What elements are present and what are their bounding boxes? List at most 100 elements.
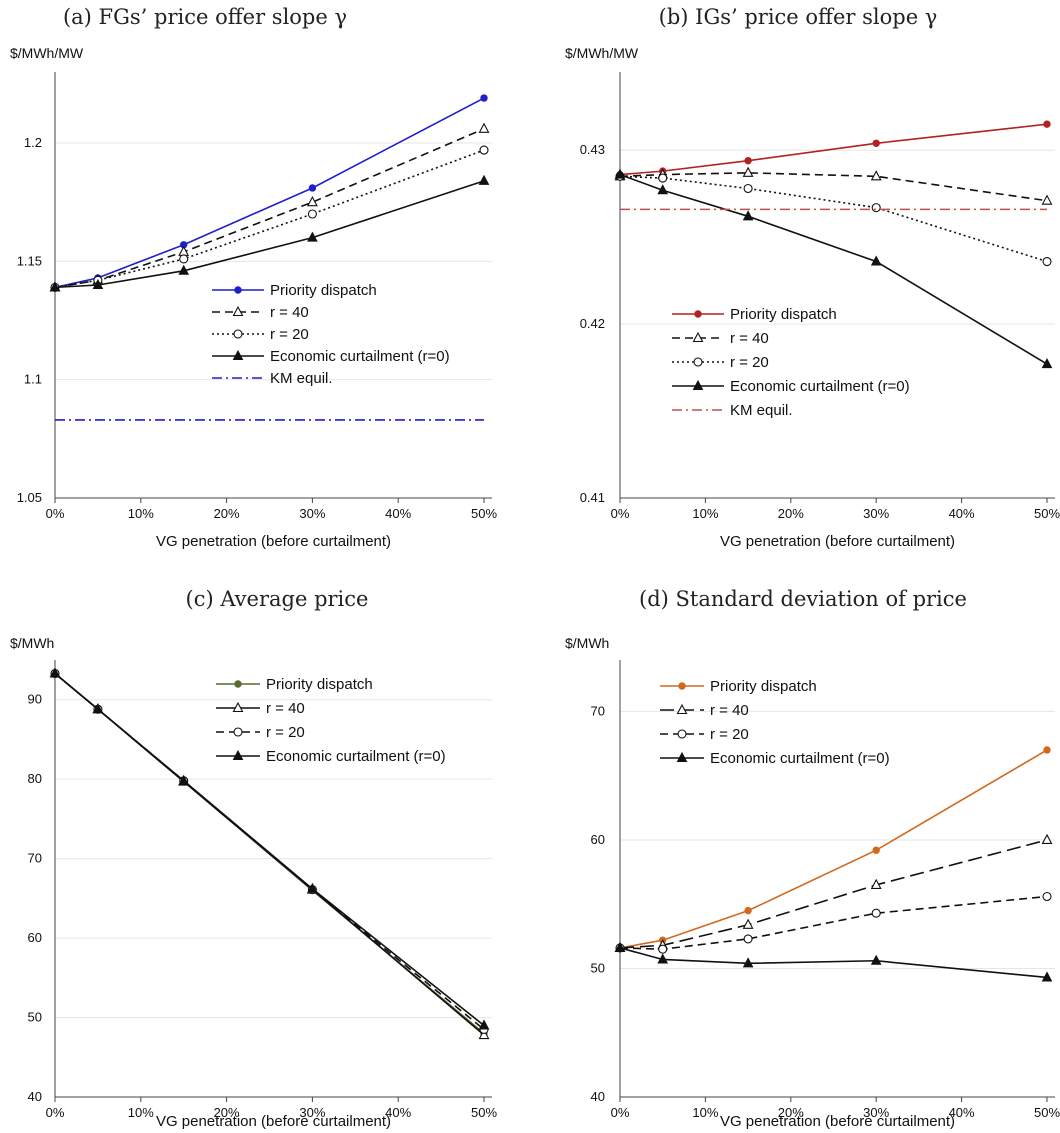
legend-label: Economic curtailment (r=0) bbox=[270, 348, 450, 365]
data-point bbox=[872, 846, 880, 854]
data-point bbox=[306, 195, 318, 207]
data-point bbox=[871, 908, 881, 918]
series-r-40 bbox=[614, 166, 1053, 205]
data-point bbox=[1041, 194, 1053, 205]
data-point bbox=[742, 918, 754, 929]
legend-marker bbox=[693, 357, 703, 367]
data-point bbox=[92, 703, 104, 714]
x-axis-title: VG penetration (before curtailment) bbox=[156, 1113, 391, 1130]
x-tick-label: 50% bbox=[471, 1105, 497, 1120]
chart-panel-1: (b) IGs’ price offer slope γ $/MWh/MW 0.41… bbox=[565, 5, 1060, 550]
chart-title: (d) Standard deviation of price bbox=[639, 587, 967, 611]
legend-marker bbox=[676, 703, 688, 715]
y-tick-label: 40 bbox=[591, 1089, 605, 1104]
x-tick-label: 0% bbox=[46, 506, 65, 521]
y-tick-label: 50 bbox=[591, 960, 605, 975]
legend-label: r = 40 bbox=[270, 304, 309, 321]
x-tick-label: 40% bbox=[949, 1105, 975, 1120]
x-tick-label: 0% bbox=[611, 506, 630, 521]
legend-marker bbox=[692, 379, 704, 390]
y-tick-label: 0.42 bbox=[580, 316, 605, 331]
data-point bbox=[178, 774, 190, 785]
legend-label: Priority dispatch bbox=[266, 676, 373, 693]
y-tick-label: 0.43 bbox=[580, 142, 605, 157]
x-tick-label: 50% bbox=[471, 506, 497, 521]
data-point bbox=[1041, 971, 1053, 982]
legend-label: KM equil. bbox=[730, 402, 793, 419]
legend-label: r = 20 bbox=[730, 354, 769, 371]
data-point bbox=[658, 173, 668, 183]
legend-marker bbox=[234, 286, 242, 294]
data-point bbox=[744, 906, 752, 915]
data-point bbox=[657, 184, 669, 195]
data-point bbox=[743, 934, 753, 944]
data-point bbox=[1042, 256, 1052, 267]
series-priority-dispatch bbox=[616, 746, 1051, 952]
x-tick-label: 40% bbox=[949, 506, 975, 521]
data-point bbox=[478, 174, 490, 185]
x-tick-label: 10% bbox=[692, 506, 718, 521]
legend-marker bbox=[677, 729, 687, 739]
series-line bbox=[54, 128, 485, 289]
y-axis-unit-label: $/MWh/MW bbox=[10, 45, 84, 61]
data-point bbox=[92, 278, 104, 289]
data-point bbox=[743, 183, 753, 194]
data-point bbox=[49, 281, 61, 292]
series-line bbox=[619, 895, 1048, 950]
y-tick-label: 80 bbox=[28, 771, 42, 786]
x-tick-label: 50% bbox=[1034, 1105, 1060, 1120]
data-point bbox=[742, 210, 754, 221]
data-point bbox=[308, 184, 317, 192]
data-point bbox=[742, 957, 754, 968]
series-economic-curtailment-r-0- bbox=[49, 667, 490, 1030]
data-point bbox=[870, 878, 882, 889]
y-tick-label: 70 bbox=[28, 851, 42, 866]
data-point bbox=[479, 145, 489, 155]
series-line bbox=[619, 839, 1048, 949]
legend-label: Priority dispatch bbox=[730, 306, 837, 323]
legend: Priority dispatch r = 40 r = 20 Economic cu… bbox=[660, 678, 890, 767]
legend-label: Priority dispatch bbox=[710, 678, 817, 695]
data-point bbox=[872, 139, 880, 147]
data-point bbox=[871, 203, 881, 213]
x-tick-label: 40% bbox=[385, 1105, 411, 1120]
chart-title: (b) IGs’ price offer slope γ bbox=[659, 5, 938, 29]
data-point bbox=[307, 882, 318, 893]
data-point bbox=[1042, 891, 1052, 902]
legend-label: Economic curtailment (r=0) bbox=[710, 750, 890, 767]
legend-marker bbox=[233, 329, 243, 339]
data-point bbox=[742, 166, 754, 177]
chart-panel-3: (d) Standard deviation of price $/MWh 40 50… bbox=[565, 587, 1060, 1130]
x-axis-title: VG penetration (before curtailment) bbox=[720, 1113, 955, 1130]
chart-title: (c) Average price bbox=[186, 587, 369, 611]
y-tick-label: 50 bbox=[28, 1010, 42, 1025]
legend-label: Economic curtailment (r=0) bbox=[730, 378, 910, 395]
legend-marker bbox=[232, 305, 244, 317]
x-tick-label: 0% bbox=[611, 1105, 630, 1120]
y-axis-unit-label: $/MWh/MW bbox=[565, 45, 639, 61]
legend-marker bbox=[234, 680, 242, 688]
data-point bbox=[178, 264, 190, 275]
data-point bbox=[870, 954, 882, 965]
data-point bbox=[614, 941, 626, 952]
legend-label: r = 40 bbox=[730, 330, 769, 347]
x-tick-label: 0% bbox=[46, 1105, 65, 1120]
x-axis-title: VG penetration (before curtailment) bbox=[156, 533, 391, 550]
x-tick-label: 30% bbox=[863, 506, 889, 521]
series-r-20 bbox=[615, 891, 1052, 954]
x-tick-label: 30% bbox=[863, 1105, 889, 1120]
series-economic-curtailment-r-0- bbox=[614, 941, 1053, 982]
y-tick-label: 1.1 bbox=[24, 372, 42, 387]
data-point bbox=[478, 1019, 490, 1030]
legend: Priority dispatch r = 40 r = 20 Economic cu… bbox=[672, 306, 910, 419]
y-tick-label: 70 bbox=[591, 703, 605, 718]
x-tick-label: 20% bbox=[778, 1105, 804, 1120]
data-point bbox=[478, 1028, 490, 1040]
x-tick-label: 30% bbox=[299, 1105, 325, 1120]
y-tick-label: 1.05 bbox=[17, 490, 42, 505]
legend-marker bbox=[694, 310, 702, 318]
legend-marker bbox=[233, 727, 243, 737]
legend-label: r = 20 bbox=[266, 724, 305, 741]
series-line bbox=[619, 947, 1048, 979]
